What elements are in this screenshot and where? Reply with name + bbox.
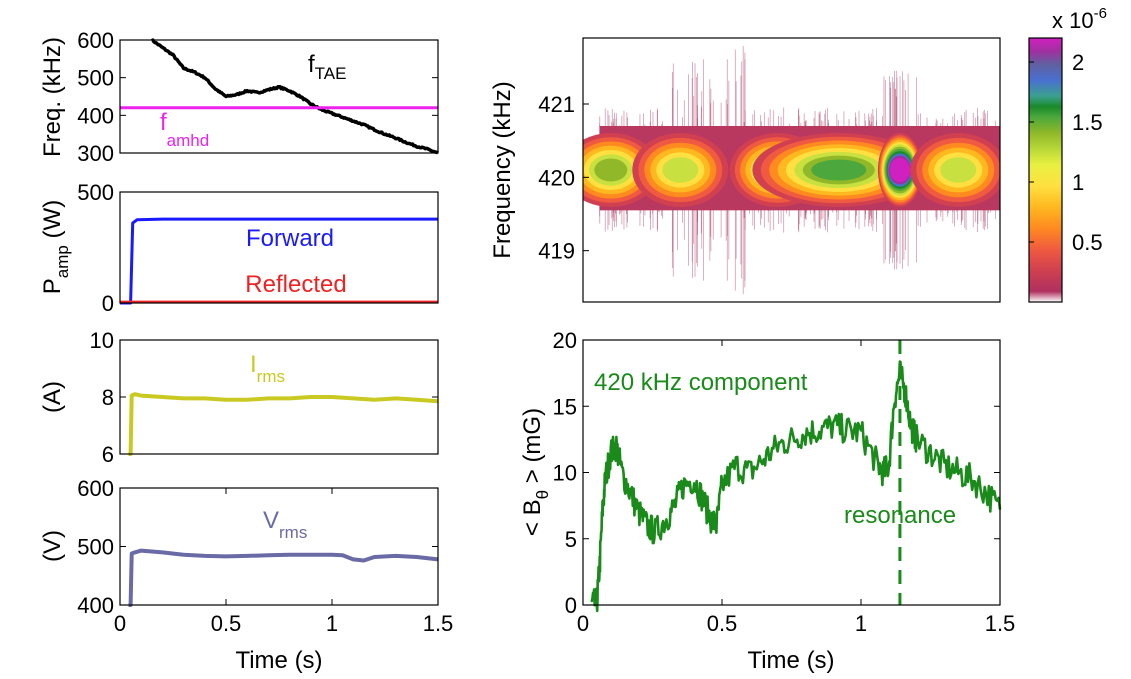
irms-lines: [128, 392, 439, 456]
y-tick-label: 420: [538, 165, 575, 190]
spectrogram-blob: [940, 157, 977, 183]
y-tick-label: 5: [565, 527, 577, 552]
spectrogram-blob: [662, 157, 699, 183]
x-tick-label: 0: [577, 611, 589, 636]
x-tick-label: 0.5: [211, 611, 242, 636]
series-line: [128, 548, 439, 607]
y-tick-label: 6: [102, 442, 114, 467]
y-tick-label: 400: [77, 103, 114, 128]
pamp-ylabel: Pamp (W): [39, 200, 72, 294]
y-tick-label: 500: [77, 535, 114, 560]
reflected-label: Reflected: [245, 271, 346, 298]
y-tick-label: 0: [565, 593, 577, 618]
x-tick-label: 1.5: [423, 611, 454, 636]
colorbar-tick-label: 1: [1072, 170, 1084, 195]
y-tick-label: 20: [553, 328, 577, 353]
component-label: 420 kHz component: [594, 369, 808, 396]
colorbar-scale: x 10-6: [1052, 5, 1107, 33]
vrms-yticks: 400 500 600: [77, 476, 438, 618]
freq-yticks: 300 400 500 600: [77, 28, 438, 166]
y-tick-label: 421: [538, 92, 575, 117]
btheta-xticks: 0 0.5 1 1.5: [577, 340, 1015, 636]
colorbar-ticks: 0.5 1 1.5 2: [1029, 50, 1103, 255]
y-tick-label: 8: [102, 385, 114, 410]
freq-frame: [119, 39, 439, 154]
btheta-ylabel: < Bθ > (mG): [519, 408, 552, 536]
spectrogram-content: [583, 45, 1000, 295]
y-tick-label: 300: [77, 141, 114, 166]
vrms-frame: [119, 487, 439, 606]
btheta-frame: [582, 339, 1001, 606]
spectrogram-blob: [889, 157, 911, 183]
btheta-yticks: 0 5 10 15 20: [553, 328, 1000, 618]
left-xlabel: Time (s): [235, 647, 322, 674]
forward-label: Forward: [246, 225, 334, 252]
y-tick-label: 500: [77, 180, 114, 205]
irms-label: Irms: [250, 351, 285, 386]
irms-panel: 6 8 10 (A) Irms: [39, 328, 439, 467]
colorbar-tick-label: 2: [1072, 50, 1084, 75]
btheta-panel: 0 5 10 15 20 0 0.5 1 1.5 < Bθ > (mG) 420 kHz co…: [519, 328, 1015, 674]
colorbar-tick-label: 1.5: [1072, 110, 1103, 135]
y-tick-label: 0: [102, 291, 114, 316]
vrms-ylabel: (V): [39, 530, 66, 562]
colorbar: 0.5 1 1.5 2 x 10-6: [1028, 5, 1107, 303]
spectrogram-yticks: 419 420 421: [538, 92, 589, 264]
spectrogram-blob: [594, 158, 628, 182]
series-line: [590, 360, 1002, 613]
x-tick-label: 1: [326, 611, 338, 636]
freq-lines: [120, 38, 439, 155]
resonance-label: resonance: [844, 502, 956, 529]
irms-ylabel: (A): [39, 381, 66, 413]
y-tick-label: 15: [553, 394, 577, 419]
series-line: [150, 38, 439, 155]
freq-panel: 300 400 500 600 Freq. (kHz) fTAE famhd: [39, 28, 439, 166]
pamp-panel: 0 500 Pamp (W) Forward Reflected: [39, 180, 439, 316]
y-tick-label: 10: [553, 461, 577, 486]
x-tick-label: 1.5: [985, 611, 1016, 636]
irms-frame: [119, 339, 439, 455]
y-tick-label: 500: [77, 66, 114, 91]
series-line: [128, 392, 439, 456]
colorbar-tick-label: 0.5: [1072, 230, 1103, 255]
famhd-label: famhd: [160, 109, 209, 150]
pamp-frame: [119, 191, 439, 304]
colorbar-frame: [1028, 37, 1063, 303]
y-tick-label: 400: [77, 593, 114, 618]
y-tick-label: 600: [77, 476, 114, 501]
freq-ylabel: Freq. (kHz): [39, 37, 66, 157]
irms-yticks: 6 8 10: [90, 328, 438, 467]
spectrogram-ylabel: Frequency (kHz): [489, 81, 516, 258]
btheta-lines: [590, 340, 1002, 613]
spectrogram-frame: [582, 37, 1001, 303]
x-tick-label: 1: [855, 611, 867, 636]
vrms-xticks: 0 0.5 1 1.5: [114, 488, 453, 636]
x-tick-label: 0: [114, 611, 126, 636]
vrms-label: Vrms: [263, 507, 307, 542]
right-xlabel: Time (s): [747, 647, 834, 674]
spectrogram-blob: [811, 159, 867, 181]
spectrogram-panel: 419 420 421 Frequency (kHz): [489, 37, 1001, 303]
vrms-panel: 400 500 600 0 0.5 1 1.5 (V) Vrms Time (s): [39, 476, 453, 674]
x-tick-label: 0.5: [707, 611, 738, 636]
y-tick-label: 10: [90, 328, 114, 353]
y-tick-label: 419: [538, 239, 575, 264]
vrms-lines: [128, 548, 439, 607]
colorbar-gradient: [1029, 38, 1062, 302]
y-tick-label: 600: [77, 28, 114, 53]
ftae-label: fTAE: [308, 51, 346, 83]
